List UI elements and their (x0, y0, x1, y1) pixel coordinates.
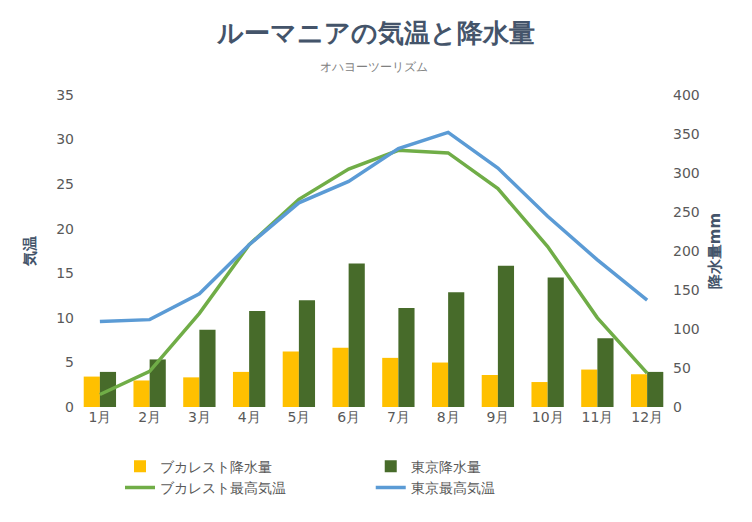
svg-text:150: 150 (673, 282, 700, 298)
svg-text:400: 400 (673, 87, 700, 103)
svg-text:9月: 9月 (486, 409, 509, 425)
svg-text:3月: 3月 (188, 409, 211, 425)
svg-text:11月: 11月 (581, 409, 613, 425)
svg-text:6月: 6月 (337, 409, 360, 425)
svg-text:200: 200 (673, 243, 700, 259)
svg-text:0: 0 (673, 399, 682, 415)
svg-text:5月: 5月 (287, 409, 310, 425)
svg-text:東京最高気温: 東京最高気温 (411, 480, 495, 496)
svg-text:ブカレスト降水量: ブカレスト降水量 (160, 459, 272, 475)
svg-text:オハヨーツーリズム: オハヨーツーリズム (320, 60, 428, 74)
svg-text:10月: 10月 (532, 409, 564, 425)
svg-text:ルーマニアの気温と降水量: ルーマニアの気温と降水量 (216, 18, 535, 48)
svg-text:15: 15 (56, 265, 74, 281)
svg-text:4月: 4月 (238, 409, 261, 425)
svg-text:2月: 2月 (138, 409, 161, 425)
svg-text:8月: 8月 (437, 409, 460, 425)
svg-text:東京降水量: 東京降水量 (411, 459, 481, 475)
svg-text:50: 50 (673, 360, 691, 376)
svg-text:30: 30 (56, 131, 74, 147)
svg-text:25: 25 (56, 176, 74, 192)
svg-text:ブカレスト最高気温: ブカレスト最高気温 (160, 480, 286, 496)
svg-text:5: 5 (65, 354, 74, 370)
svg-text:35: 35 (56, 87, 74, 103)
svg-text:0: 0 (65, 399, 74, 415)
svg-text:降水量mm: 降水量mm (706, 213, 724, 289)
svg-text:気温: 気温 (21, 236, 39, 267)
svg-text:20: 20 (56, 221, 74, 237)
svg-text:100: 100 (673, 321, 700, 337)
svg-text:300: 300 (673, 165, 700, 181)
svg-text:12月: 12月 (631, 409, 663, 425)
svg-text:350: 350 (673, 126, 700, 142)
svg-text:10: 10 (56, 310, 74, 326)
svg-text:250: 250 (673, 204, 700, 220)
svg-text:7月: 7月 (387, 409, 410, 425)
svg-text:1月: 1月 (88, 409, 111, 425)
